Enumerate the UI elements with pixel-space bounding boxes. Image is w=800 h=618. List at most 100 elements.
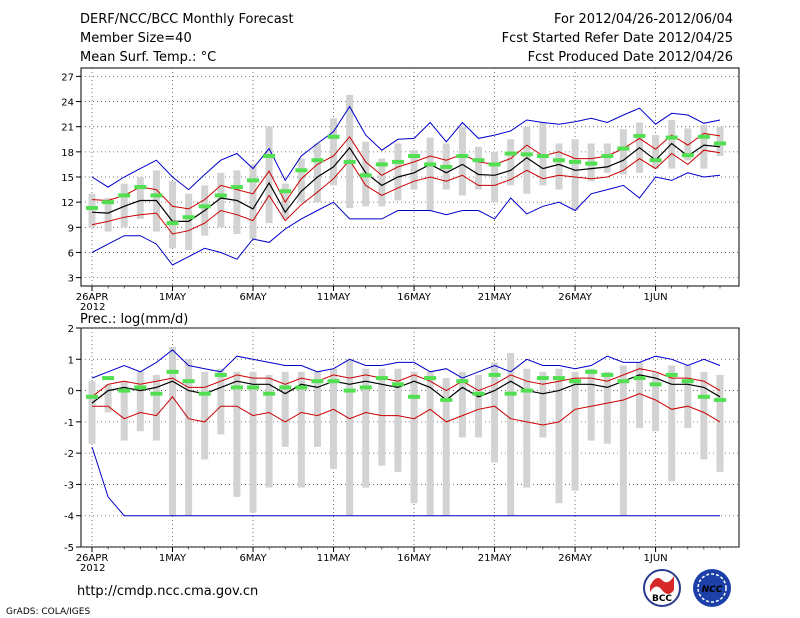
- range-bar: [104, 197, 112, 232]
- median-marker: [230, 185, 243, 190]
- x-tick-label: 11MAY: [317, 553, 351, 564]
- y-tick-label: -2: [64, 449, 74, 460]
- range-bar: [700, 125, 708, 169]
- range-bar: [104, 384, 112, 413]
- median-marker: [714, 397, 726, 402]
- forecast-period: For 2012/04/26-2012/06/04: [554, 12, 733, 27]
- x-tick-label: 6MAY: [239, 292, 267, 303]
- series-mean: [91, 142, 721, 222]
- range-bar: [217, 368, 225, 435]
- series-mean: [91, 374, 721, 404]
- series-min: [91, 172, 721, 266]
- median-marker: [408, 394, 421, 399]
- median-marker: [295, 385, 308, 390]
- range-bar: [297, 158, 305, 203]
- median-marker: [601, 154, 614, 159]
- median-marker: [552, 376, 565, 381]
- median-marker: [649, 158, 662, 163]
- median-marker: [247, 178, 260, 183]
- median-marker: [536, 376, 549, 381]
- range-bar: [410, 150, 418, 190]
- median-marker: [681, 379, 694, 384]
- range-bar: [507, 139, 515, 186]
- range-bar: [523, 368, 531, 488]
- x-tick-label: 26APR: [76, 292, 109, 303]
- median-marker: [134, 385, 147, 390]
- produced-date: Fcst Produced Date 2012/04/26: [528, 50, 733, 65]
- range-bar: [120, 183, 128, 228]
- range-bar: [88, 193, 96, 228]
- range-bar: [346, 94, 354, 209]
- precipitation-plot-frame: [80, 327, 740, 548]
- median-marker: [714, 141, 726, 146]
- range-bar: [700, 371, 708, 460]
- median-marker: [359, 385, 372, 390]
- range-bar: [555, 143, 563, 190]
- median-marker: [86, 394, 98, 399]
- median-marker: [665, 135, 678, 140]
- median-marker: [86, 206, 98, 211]
- median-marker: [214, 193, 227, 198]
- y-tick-label: 12: [61, 198, 74, 209]
- median-marker: [520, 388, 533, 393]
- x-tick-year: 2012: [80, 563, 105, 574]
- median-marker: [214, 372, 227, 377]
- median-marker: [198, 204, 211, 209]
- y-tick-label: 18: [61, 148, 74, 159]
- median-marker: [601, 372, 614, 377]
- median-marker: [424, 376, 437, 381]
- y-tick-label: 21: [61, 123, 74, 134]
- median-marker: [440, 397, 453, 402]
- median-marker: [617, 379, 630, 384]
- range-bar: [442, 378, 450, 516]
- range-bar: [491, 151, 499, 203]
- median-marker: [504, 151, 517, 156]
- median-marker: [375, 162, 388, 167]
- x-tick-label: 26APR: [76, 553, 109, 564]
- median-marker: [311, 379, 324, 384]
- y-tick-label: 0: [68, 387, 74, 398]
- range-bar: [684, 128, 692, 161]
- series-mean-plus-std: [91, 368, 721, 398]
- median-marker: [585, 161, 598, 166]
- range-bar: [233, 371, 241, 497]
- x-tick-label: 21MAY: [478, 292, 512, 303]
- median-marker: [520, 152, 533, 157]
- range-bar: [619, 365, 627, 516]
- x-tick-label: 1MAY: [159, 553, 187, 564]
- range-bar: [152, 374, 160, 441]
- median-marker: [569, 159, 582, 164]
- x-tick-label: 11MAY: [317, 292, 351, 303]
- x-tick-label: 16MAY: [397, 292, 431, 303]
- range-bar: [571, 139, 579, 211]
- series-min: [91, 446, 720, 517]
- y-tick-label: 6: [68, 248, 74, 259]
- range-bar: [668, 365, 676, 482]
- range-bar: [217, 172, 225, 228]
- refer-date: Fcst Started Refer Date 2012/04/25: [502, 31, 733, 46]
- range-bar: [88, 381, 96, 444]
- range-bar: [652, 135, 660, 169]
- y-tick-label: 27: [61, 72, 74, 83]
- x-tick-label: 16MAY: [397, 553, 431, 564]
- median-marker: [311, 158, 324, 163]
- median-marker: [166, 369, 179, 374]
- y-tick-label: 9: [68, 223, 74, 234]
- y-tick-label: 1: [68, 355, 74, 366]
- median-marker: [279, 189, 292, 194]
- median-marker: [424, 162, 437, 167]
- figure-title: DERF/NCC/BCC Monthly Forecast: [80, 12, 294, 27]
- precip-variable-label: Prec.: log(mm/d): [80, 312, 188, 327]
- median-marker: [247, 385, 260, 390]
- series-mean-minus-std: [92, 393, 721, 426]
- range-bar: [378, 368, 386, 466]
- source-url[interactable]: http://cmdp.ncc.cma.gov.cn: [77, 584, 258, 599]
- x-tick-label: 6MAY: [239, 553, 267, 564]
- median-marker: [633, 376, 646, 381]
- median-marker: [134, 185, 147, 190]
- median-marker: [102, 376, 115, 381]
- median-marker: [391, 159, 404, 164]
- median-marker: [665, 372, 678, 377]
- series-mean-minus-std: [91, 149, 721, 235]
